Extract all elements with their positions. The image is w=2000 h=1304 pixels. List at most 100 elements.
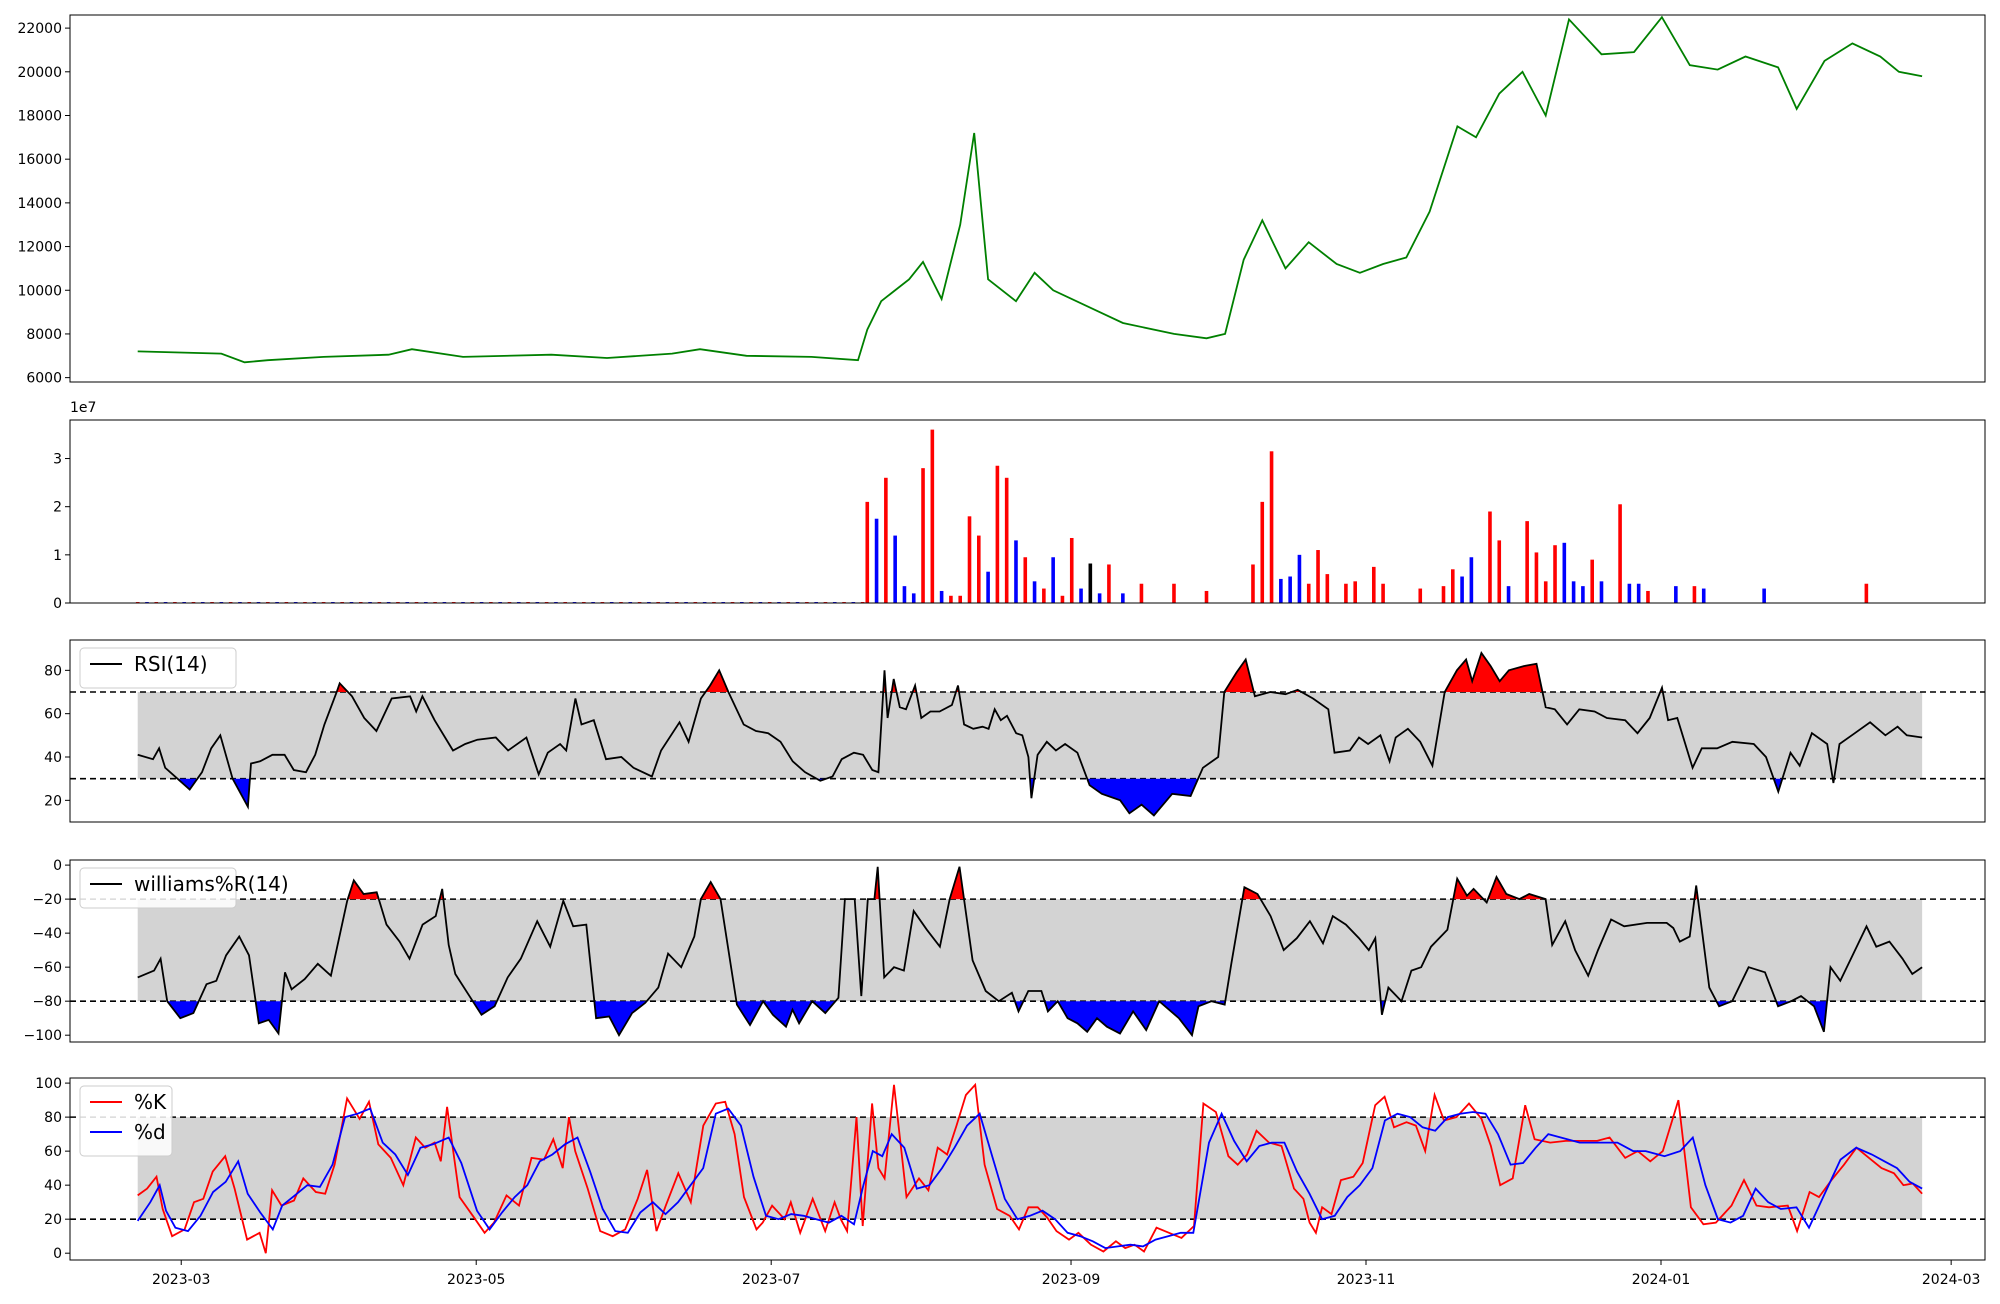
williams-ytick-label: −20: [32, 892, 62, 908]
price-line: [137, 15, 1923, 364]
volume-axis-multiplier: 1e7: [70, 400, 96, 416]
stochastic-ytick-label: 100: [35, 1076, 62, 1092]
volume-bar: [1004, 477, 1009, 603]
price-ytick-label: 18000: [17, 108, 62, 124]
volume-bar: [1353, 581, 1358, 603]
volume-bar: [1469, 557, 1474, 603]
legend-box: [79, 647, 237, 689]
williams-oversold-fill: [594, 1001, 647, 1036]
williams-oversold-fill: [1159, 1001, 1212, 1036]
stochastic-ytick-label: 0: [53, 1246, 62, 1262]
legend-label: RSI(14): [134, 652, 208, 676]
stochastic-ytick-label: 60: [44, 1144, 62, 1160]
volume-bar: [1534, 552, 1539, 603]
price-ytick-label: 20000: [17, 65, 62, 81]
williams-overbought-fill: [1488, 877, 1520, 900]
stochastic-ytick-label: 40: [44, 1178, 62, 1194]
volume-bar: [1251, 564, 1255, 603]
williams-oversold-fill: [472, 1001, 497, 1015]
williams-oversold-fill: [1807, 1001, 1827, 1032]
rsi-ytick-label: 80: [44, 663, 62, 679]
volume-bar: [1450, 569, 1455, 603]
volume-bar: [1627, 583, 1632, 603]
rsi-axes-frame: [69, 639, 1986, 823]
stochastic-band: [137, 1117, 1923, 1220]
stochastic-ytick-label: 80: [44, 1110, 62, 1126]
volume-bar: [1260, 501, 1265, 603]
volume-bar: [1023, 557, 1028, 603]
volume-bar: [893, 535, 897, 603]
volume-bar: [1139, 583, 1144, 603]
volume-bar: [1506, 586, 1511, 603]
stochastic-d-line: [136, 1107, 1923, 1250]
volume-bar: [1441, 586, 1446, 603]
volume-bar: [949, 595, 953, 603]
rsi-ytick-label: 20: [44, 793, 62, 809]
volume-bar: [1371, 566, 1376, 603]
volume-bar: [1097, 593, 1102, 603]
williams-ytick-label: −100: [24, 1028, 62, 1044]
volume-ytick-label: 0: [53, 596, 62, 612]
price-axes-frame: [69, 14, 1986, 383]
volume-bar: [1069, 537, 1074, 603]
rsi-line: [137, 651, 1923, 817]
volume-bar: [884, 477, 888, 603]
rsi-oversold-fill: [1773, 778, 1783, 792]
volume-bar: [1543, 581, 1548, 603]
volume-bar: [977, 535, 981, 603]
volume-bar: [1060, 595, 1065, 603]
williams-axes-frame: [69, 859, 1986, 1043]
legend-label: williams%R(14): [134, 872, 289, 896]
volume-bar: [1269, 451, 1274, 603]
legend-label: %K: [134, 1090, 167, 1114]
volume-bar: [1571, 581, 1576, 603]
rsi-band: [137, 692, 1923, 779]
rsi-ytick-label: 60: [44, 707, 62, 723]
rsi-ytick-label: 40: [44, 750, 62, 766]
williams-ytick-label: −40: [32, 926, 62, 942]
volume-ytick-label: 2: [53, 500, 62, 516]
volume-bar: [902, 586, 907, 603]
volume-bar: [1121, 593, 1125, 603]
volume-bar: [1692, 586, 1697, 603]
price-ytick-label: 6000: [26, 371, 62, 387]
volume-bar: [1051, 557, 1055, 603]
volume-bar: [1288, 576, 1292, 603]
x-tick-label: 2023-05: [447, 1272, 506, 1288]
williams-oversold-fill: [736, 1001, 764, 1025]
volume-bar: [1864, 583, 1869, 603]
volume-bar: [1279, 578, 1283, 603]
volume-bar: [1297, 554, 1302, 603]
volume-bar: [986, 571, 990, 603]
volume-bar: [1488, 511, 1492, 603]
legend-box: [79, 1085, 173, 1157]
price-ytick-label: 22000: [17, 21, 62, 37]
volume-bar: [1646, 590, 1650, 603]
volume-bar: [1553, 545, 1557, 603]
williams-oversold-fill: [255, 1001, 282, 1034]
williams-overbought-fill: [700, 882, 721, 900]
williams-line: [137, 866, 1923, 1038]
volume-bar: [1014, 540, 1018, 603]
volume-bar: [1306, 583, 1311, 603]
volume-bar: [1618, 504, 1622, 603]
volume-bar: [1107, 564, 1111, 603]
volume-bar: [1581, 586, 1585, 603]
x-tick-label: 2024-01: [1632, 1272, 1691, 1288]
price-ytick-label: 14000: [17, 196, 62, 212]
stochastic-k-line: [137, 1082, 1923, 1254]
volume-bar: [1636, 583, 1641, 603]
williams-overbought-fill: [1453, 878, 1484, 900]
volume-bar: [911, 593, 916, 603]
price-ytick-label: 12000: [17, 240, 62, 256]
volume-ytick-label: 3: [53, 452, 62, 468]
williams-oversold-fill: [1057, 1001, 1160, 1034]
stochastic-ytick-label: 20: [44, 1212, 62, 1228]
volume-bar: [939, 590, 944, 603]
legend-box: [79, 867, 237, 909]
volume-bar: [1042, 588, 1046, 603]
rsi-overbought-fill: [705, 670, 729, 692]
legend-label: %d: [134, 1120, 166, 1144]
